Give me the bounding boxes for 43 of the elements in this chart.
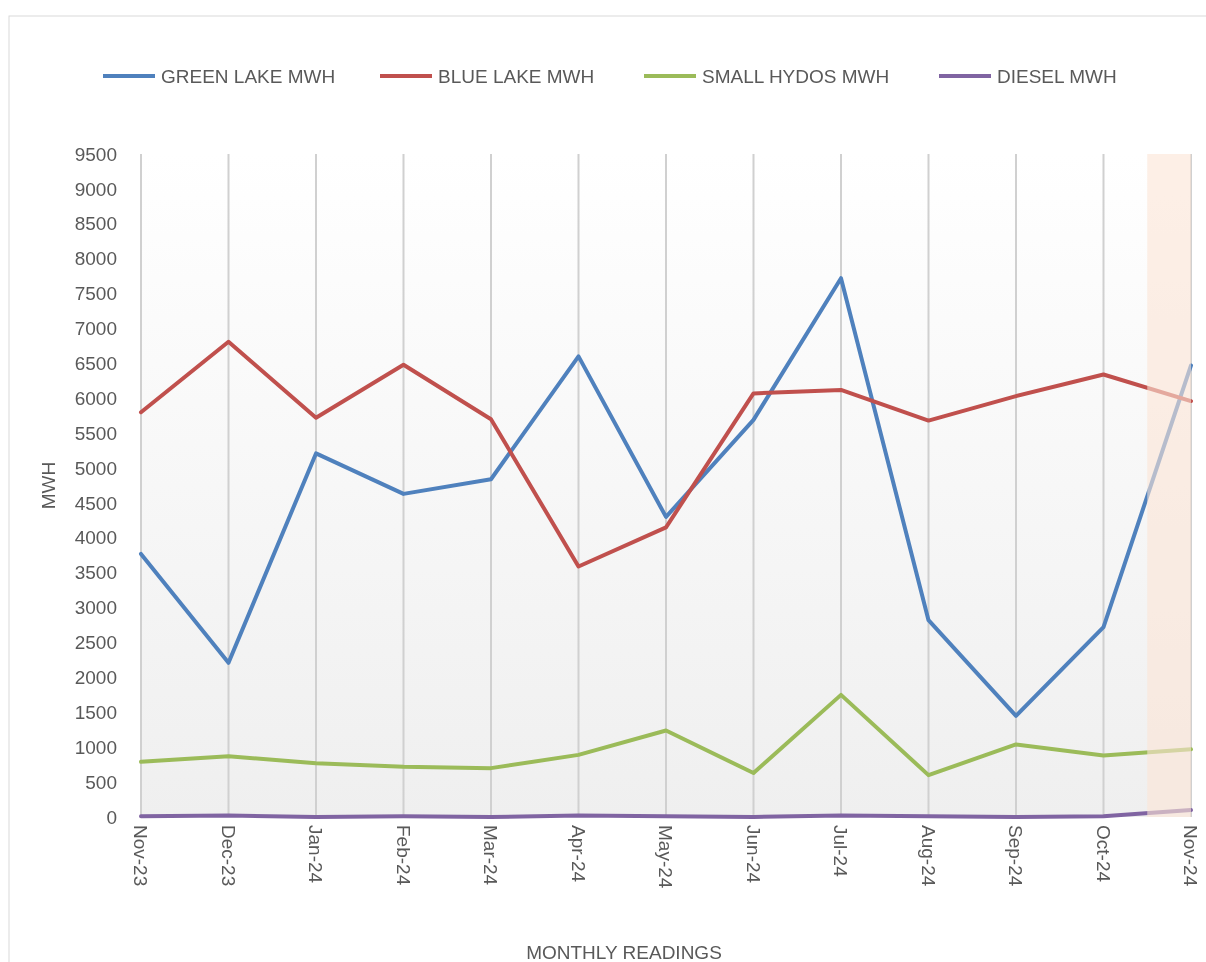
y-axis-title: MWH bbox=[38, 461, 59, 510]
y-tick-label: 7000 bbox=[74, 318, 117, 340]
y-tick-label: 1500 bbox=[74, 701, 117, 723]
y-tick-label: 2500 bbox=[74, 632, 117, 654]
legend-label: SMALL HYDOS MWH bbox=[702, 65, 890, 87]
y-tick-label: 3000 bbox=[74, 597, 117, 619]
y-tick-label: 8500 bbox=[74, 213, 117, 235]
line-series bbox=[139, 339, 1193, 569]
x-tick-label: Sep-24 bbox=[1005, 825, 1027, 887]
x-tick-label: Oct-24 bbox=[1092, 825, 1114, 883]
y-tick-label: 0 bbox=[106, 806, 117, 828]
y-tick-label: 8000 bbox=[74, 248, 117, 270]
x-tick-label: Nov-23 bbox=[130, 825, 152, 887]
y-tick-label: 6500 bbox=[74, 353, 117, 375]
legend-label: BLUE LAKE MWH bbox=[438, 65, 595, 87]
y-tick-label: 3500 bbox=[74, 562, 117, 584]
y-tick-label: 9500 bbox=[74, 143, 117, 165]
x-tick-label: Feb-24 bbox=[392, 825, 414, 886]
x-tick-label: Mar-24 bbox=[480, 825, 502, 886]
y-tick-label: 500 bbox=[85, 771, 117, 793]
y-tick-label: 9000 bbox=[74, 178, 117, 200]
legend-label: GREEN LAKE MWH bbox=[161, 65, 336, 87]
x-tick-label: Jan-24 bbox=[305, 825, 327, 884]
x-tick-label: Nov-24 bbox=[1180, 825, 1202, 887]
x-tick-label: Aug-24 bbox=[917, 825, 939, 887]
line-series bbox=[139, 808, 1193, 819]
line-series bbox=[139, 276, 1193, 718]
y-tick-label: 1000 bbox=[74, 736, 117, 758]
x-tick-label: Jun-24 bbox=[742, 825, 764, 884]
y-tick-label: 4000 bbox=[74, 527, 117, 549]
y-tick-label: 7500 bbox=[74, 283, 117, 305]
legend-label: DIESEL MWH bbox=[997, 65, 1117, 87]
y-tick-label: 6000 bbox=[74, 387, 117, 409]
x-tick-label: Apr-24 bbox=[567, 825, 589, 883]
line-series bbox=[139, 692, 1193, 778]
y-tick-label: 2000 bbox=[74, 667, 117, 689]
y-tick-label: 4500 bbox=[74, 492, 117, 514]
y-tick-label: 5000 bbox=[74, 457, 117, 479]
x-tick-label: May-24 bbox=[655, 825, 677, 889]
x-tick-label: Dec-23 bbox=[217, 825, 239, 887]
x-tick-label: Jul-24 bbox=[830, 825, 852, 878]
x-axis-title: MONTHLY READINGS bbox=[526, 942, 722, 962]
y-tick-label: 5500 bbox=[74, 422, 117, 444]
